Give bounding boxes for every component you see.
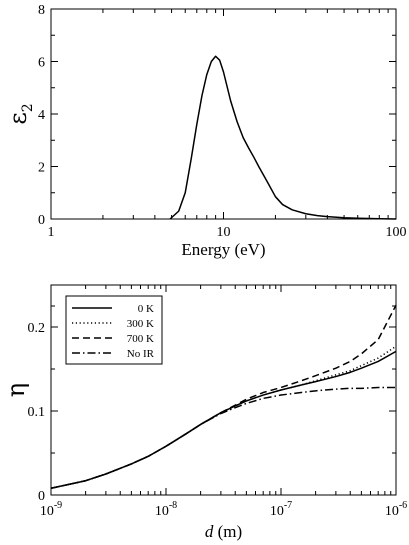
- y-axis-symbol: ε: [4, 112, 32, 124]
- x-tick-base: 10: [385, 504, 399, 519]
- x-tick-label: 10: [217, 225, 231, 240]
- x-tick-exponent: -7: [284, 500, 292, 511]
- series-line-no-ir: [50, 386, 396, 490]
- legend-label: 0 K: [138, 303, 154, 315]
- x-axis-label-unit: (m): [213, 522, 242, 541]
- series-line-700-k: [50, 304, 397, 490]
- y-tick-label: 8: [38, 3, 45, 18]
- legend: 0 K 300 K 700 K No IR: [65, 295, 163, 365]
- x-tick-label: 10-6: [385, 500, 407, 519]
- y-tick-label: 0: [38, 489, 45, 504]
- plot-frame: [50, 284, 397, 496]
- x-tick-base: 10: [270, 504, 284, 519]
- series-line-300-k: [50, 345, 397, 490]
- x-axis-label: Energy (eV): [181, 240, 265, 259]
- x-tick-base: 10: [40, 504, 54, 519]
- x-tick-base: 10: [155, 504, 169, 519]
- y-axis-subscript: 2: [20, 103, 36, 112]
- x-tick-exponent: -6: [399, 500, 407, 511]
- y-axis-label: η: [2, 383, 30, 397]
- y-tick-label: 0.2: [28, 321, 46, 336]
- series-line-0-k: [50, 350, 397, 490]
- y-axis-label: ε2: [4, 103, 36, 124]
- legend-label: No IR: [127, 348, 155, 360]
- series-line-1: [169, 55, 397, 220]
- x-tick-label: 1: [48, 225, 55, 240]
- x-tick-exponent: -8: [169, 500, 177, 511]
- x-tick-exponent: -9: [54, 500, 62, 511]
- x-axis-label-variable: d: [205, 522, 214, 541]
- plot-frame: [50, 8, 397, 220]
- x-tick-label: 100: [386, 225, 407, 240]
- x-tick-label: 10-8: [155, 500, 177, 519]
- y-tick-label: 2: [38, 161, 45, 176]
- x-axis-label: d (m): [205, 522, 242, 541]
- legend-label: 700 K: [127, 333, 154, 345]
- y-tick-label: 6: [38, 56, 45, 71]
- y-tick-label: 0.1: [28, 405, 46, 420]
- y-tick-label: 0: [38, 213, 45, 228]
- y-tick-label: 4: [38, 108, 45, 123]
- legend-label: 300 K: [127, 318, 154, 330]
- x-tick-label: 10-7: [270, 500, 292, 519]
- x-tick-label: 10-9: [40, 500, 62, 519]
